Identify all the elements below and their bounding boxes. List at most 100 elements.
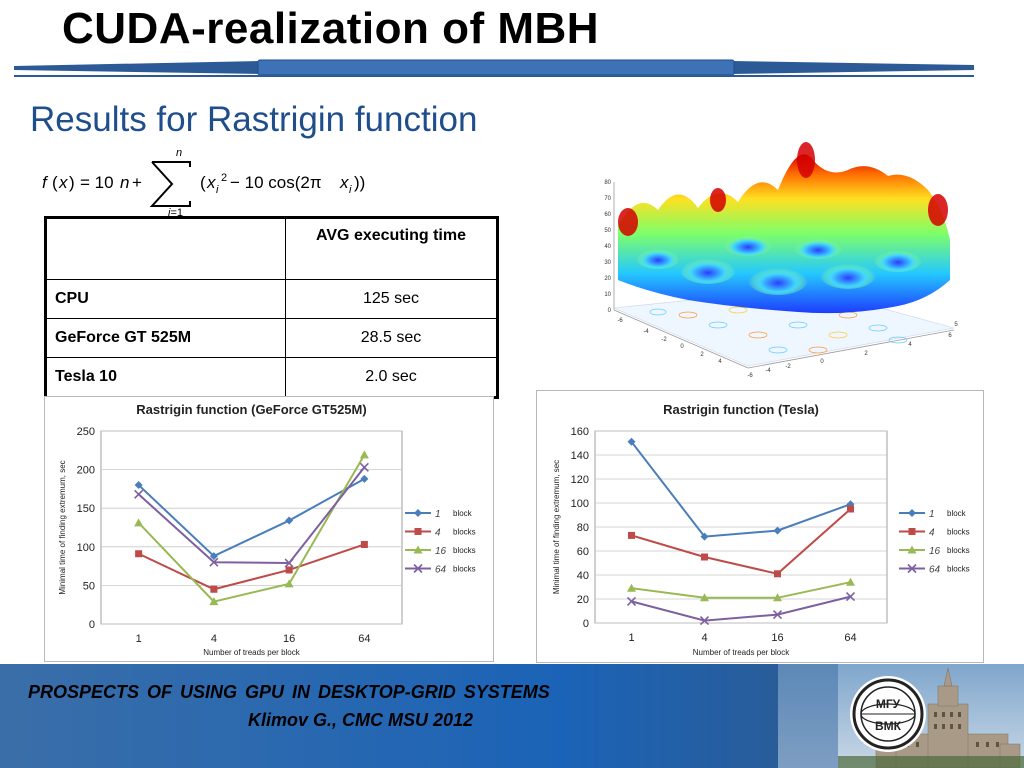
- data-point: [285, 516, 294, 525]
- results-table: AVG executing time CPU 125 sec GeForce G…: [44, 216, 499, 399]
- x-tick-label: 2: [864, 351, 868, 357]
- data-point: [701, 553, 708, 561]
- legend-number: 64: [435, 565, 447, 576]
- y-tick-label: 60: [577, 546, 589, 558]
- y-tick-label: 2: [700, 352, 704, 358]
- series-line: [631, 581, 851, 599]
- table-row: CPU 125 sec: [45, 279, 498, 319]
- subtitle: Results for Rastrigin function: [30, 100, 478, 139]
- table-header-row: AVG executing time: [45, 217, 498, 280]
- legend-marker: [907, 545, 917, 554]
- series-line: [137, 454, 366, 603]
- y-tick-label: 4: [718, 359, 722, 365]
- chart-tesla: Rastrigin function (Tesla) 0 20 40 60 80 100 12…: [536, 390, 984, 663]
- x-tick-label: 0: [820, 359, 824, 365]
- legend-marker: [414, 528, 422, 535]
- data-point: [773, 526, 782, 535]
- legend-label: blocks: [947, 565, 970, 574]
- university-campus-image: МГУ ВМК: [778, 664, 1024, 768]
- y-tick-label: 100: [571, 498, 589, 510]
- legend-marker: [907, 563, 917, 574]
- z-tick-label: 70: [604, 196, 611, 202]
- legend-number: 16: [435, 546, 447, 557]
- data-point: [134, 481, 143, 490]
- row-label: CPU: [45, 279, 286, 319]
- data-point: [209, 557, 219, 567]
- data-point: [847, 505, 854, 513]
- slide-title: CUDA-realization of MBH: [62, 4, 600, 53]
- chart-geforce-svg: Rastrigin function (GeForce GT525M) 0 50 10…: [58, 402, 476, 657]
- data-point: [846, 577, 855, 586]
- row-value: 125 sec: [285, 279, 498, 319]
- data-point: [628, 531, 635, 539]
- data-point: [134, 489, 144, 499]
- legend-number: 16: [929, 546, 941, 557]
- legend-marker: [908, 528, 916, 535]
- rastrigin-surface-plot: 80 70 60 50 40 30 20 10 0 -6 -4 -2 0 2 4…: [604, 142, 958, 379]
- data-point: [210, 585, 218, 593]
- y-tick-label: 140: [571, 450, 589, 462]
- series-line: [631, 595, 851, 622]
- y-tick-label: -4: [643, 329, 649, 335]
- x-tick-label: -2: [785, 364, 791, 370]
- table-header-cell: AVG executing time: [285, 217, 498, 280]
- y-tick-label: 250: [77, 426, 95, 438]
- legend-marker: [413, 563, 423, 574]
- svg-text:x: x: [58, 173, 68, 192]
- x-axis-label: Number of treads per block: [693, 648, 790, 657]
- y-tick-label: -6: [617, 318, 623, 324]
- svg-text:i=1: i=1: [168, 207, 183, 218]
- data-point: [773, 593, 782, 602]
- chart-title: Rastrigin function (Tesla): [663, 402, 819, 417]
- svg-text:2: 2: [221, 172, 227, 184]
- chart-title: Rastrigin function (GeForce GT525M): [136, 402, 366, 417]
- table-header-cell: [45, 217, 286, 280]
- legend-label: blocks: [453, 546, 476, 555]
- x-tick-label: 4: [211, 633, 217, 645]
- legend-number: 4: [929, 528, 935, 539]
- z-tick-label: 30: [604, 260, 611, 266]
- data-point: [359, 462, 369, 472]
- series-line: [137, 477, 365, 558]
- footer-title: PROSPECTS OF USING GPU IN DESKTOP-GRID S…: [28, 682, 550, 702]
- legend-label: block: [947, 509, 967, 518]
- z-tick-label: 80: [604, 180, 611, 186]
- legend-label: blocks: [947, 546, 970, 555]
- svg-text:x: x: [206, 173, 216, 192]
- x-tick-label: 4: [908, 342, 912, 348]
- legend-number: 4: [435, 528, 441, 539]
- chart-tesla-svg: Rastrigin function (Tesla) 0 20 40 60 80 100 12…: [552, 402, 970, 657]
- y-tick-label: 0: [89, 619, 95, 631]
- x-tick-label: 6: [948, 333, 952, 339]
- y-tick-label: 150: [77, 503, 95, 515]
- svg-text:+: +: [132, 173, 142, 192]
- data-point: [627, 583, 636, 592]
- x-axis-label: Number of treads per block: [203, 648, 300, 657]
- row-value: 28.5 sec: [285, 318, 498, 358]
- y-tick-label: 0: [680, 344, 684, 350]
- table-row: Tesla 10 2.0 sec: [45, 357, 498, 398]
- data-point: [627, 437, 636, 446]
- legend-label: blocks: [453, 565, 476, 574]
- table-row: GeForce GT 525M 28.5 sec: [45, 318, 498, 358]
- title-underline-bar: [14, 59, 974, 77]
- data-point: [845, 592, 856, 602]
- data-point: [134, 518, 144, 527]
- svg-text:x: x: [339, 173, 349, 192]
- data-point: [360, 474, 369, 483]
- x-tick-label: 64: [358, 633, 370, 645]
- svg-text:(: (: [52, 173, 58, 192]
- y-tick-label: 80: [577, 522, 589, 534]
- z-tick-label: 40: [604, 244, 611, 250]
- data-point: [209, 597, 219, 606]
- x-tick-label: 1: [136, 633, 142, 645]
- svg-text:): ): [69, 173, 75, 192]
- series-line: [138, 543, 365, 591]
- y-tick-label: 5: [954, 322, 958, 328]
- data-point: [284, 579, 294, 588]
- data-point: [700, 532, 709, 541]
- svg-text:= 10: = 10: [80, 173, 114, 192]
- z-tick-label: 20: [604, 276, 611, 282]
- data-point: [135, 550, 143, 558]
- z-tick-label: 60: [604, 212, 611, 218]
